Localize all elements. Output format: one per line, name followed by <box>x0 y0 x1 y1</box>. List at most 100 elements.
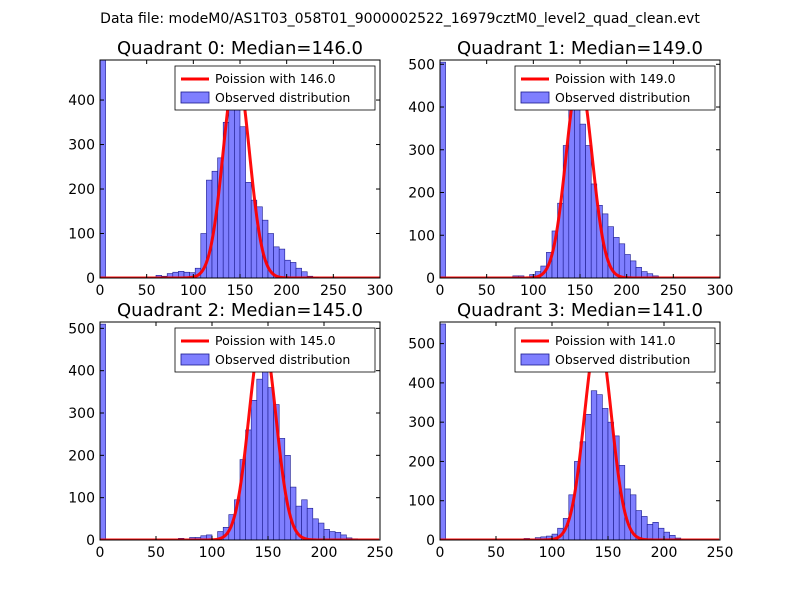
quadrant-1-legend: Poission with 149.0 Observed distribution <box>514 65 716 111</box>
quadrant-2-legend: Poission with 145.0 Observed distribution <box>174 327 376 373</box>
histogram-bar <box>284 259 291 278</box>
legend-hist-label: Observed distribution <box>215 352 350 367</box>
y-tick-label: 400 <box>68 364 95 380</box>
histogram-bar <box>262 366 269 540</box>
y-tick-label: 300 <box>408 415 435 431</box>
y-tick-label: 400 <box>408 100 435 116</box>
histogram-bar <box>440 323 446 540</box>
y-tick-label: 200 <box>408 186 435 202</box>
x-tick-label: 200 <box>613 283 640 299</box>
histogram-bar <box>585 414 592 540</box>
quadrant-3-panel: Quadrant 3: Median=141.0 0 50 100 150 200 250 0… <box>408 300 733 561</box>
y-tick-label: 100 <box>68 227 95 243</box>
histogram-bar <box>652 522 659 540</box>
x-tick-label: 50 <box>147 545 165 561</box>
histogram-bar <box>590 390 598 540</box>
x-tick-label: 0 <box>436 545 445 561</box>
figure-suptitle: Data file: modeM0/AS1T03_058T01_90000025… <box>100 11 700 27</box>
histogram-bar <box>234 99 241 278</box>
x-tick-label: 150 <box>567 283 594 299</box>
legend-poisson-label: Poission with 145.0 <box>215 333 336 348</box>
quadrant-2-panel: Quadrant 2: Median=145.0 0 50 100 150 200 250 0… <box>68 300 393 561</box>
histogram-bar <box>579 123 586 278</box>
x-tick-label: 200 <box>311 545 338 561</box>
legend-poisson-label: Poission with 149.0 <box>555 71 676 86</box>
poisson-curve <box>100 333 380 540</box>
histogram-bar <box>100 60 106 278</box>
histogram-bar <box>318 522 325 540</box>
x-tick-label: 50 <box>478 283 496 299</box>
histogram-bar <box>267 387 274 540</box>
histogram-bar <box>245 182 252 278</box>
y-tick-label: 300 <box>68 406 95 422</box>
histogram-bar <box>596 394 603 540</box>
quadrant-0-title: Quadrant 0: Median=146.0 <box>117 38 363 59</box>
quadrant-3-legend: Poission with 141.0 Observed distribution <box>514 327 716 373</box>
histogram-bar <box>440 61 446 278</box>
histogram-bar <box>312 518 319 540</box>
x-tick-label: 200 <box>651 545 678 561</box>
y-tick-label: 400 <box>68 93 95 109</box>
histogram-bar <box>658 527 665 540</box>
quadrant-0-panel: Quadrant 0: Median=146.0 0 50 100 150 200 250 3… <box>68 38 393 299</box>
quadrant-3-title: Quadrant 3: Median=141.0 <box>457 300 703 321</box>
x-tick-label: 100 <box>199 545 226 561</box>
legend-hist-swatch <box>180 353 210 366</box>
x-tick-label: 150 <box>595 545 622 561</box>
x-tick-label: 250 <box>660 283 687 299</box>
histogram-bar <box>290 262 297 278</box>
x-tick-label: 0 <box>96 545 105 561</box>
histogram-bar <box>301 499 308 540</box>
x-tick-label: 250 <box>320 283 347 299</box>
y-tick-label: 0 <box>86 271 95 287</box>
histogram-bar <box>602 408 609 540</box>
quadrant-1-title: Quadrant 1: Median=149.0 <box>457 38 703 59</box>
x-tick-label: 300 <box>367 283 394 299</box>
histogram-bar <box>646 523 654 540</box>
histogram-bar <box>635 267 642 278</box>
legend-poisson-label: Poission with 146.0 <box>215 71 336 86</box>
quadrant-2-title: Quadrant 2: Median=145.0 <box>117 300 363 321</box>
y-tick-label: 300 <box>68 138 95 154</box>
x-tick-label: 150 <box>227 283 254 299</box>
y-tick-label: 400 <box>408 376 435 392</box>
histogram-bar <box>239 126 246 278</box>
histogram-bar <box>618 243 626 278</box>
x-tick-label: 300 <box>707 283 734 299</box>
x-tick-label: 100 <box>520 283 547 299</box>
histogram-bar <box>278 248 286 278</box>
y-tick-label: 500 <box>408 57 435 73</box>
x-tick-label: 50 <box>138 283 156 299</box>
y-tick-label: 500 <box>68 321 95 337</box>
histogram-bar <box>250 400 258 540</box>
histogram-bar <box>306 507 314 540</box>
histogram-bar <box>630 260 637 278</box>
quadrant-2-axes-frame <box>99 321 381 541</box>
histogram-bar <box>641 516 648 540</box>
x-tick-label: 100 <box>539 545 566 561</box>
y-tick-label: 300 <box>408 143 435 159</box>
x-tick-label: 0 <box>436 283 445 299</box>
histogram-bar <box>340 534 347 540</box>
quadrant-0-legend: Poission with 146.0 Observed distribution <box>174 65 376 111</box>
x-tick-label: 150 <box>255 545 282 561</box>
y-tick-label: 200 <box>68 182 95 198</box>
y-tick-label: 0 <box>86 533 95 549</box>
legend-hist-swatch <box>180 91 210 104</box>
y-tick-label: 100 <box>408 494 435 510</box>
y-tick-label: 200 <box>408 454 435 470</box>
x-tick-label: 50 <box>487 545 505 561</box>
histogram-bar <box>669 534 676 540</box>
histogram-bar <box>624 254 631 278</box>
poisson-curve <box>440 332 720 540</box>
x-tick-label: 100 <box>180 283 207 299</box>
quadrant-2-histogram <box>100 323 358 540</box>
histogram-bar <box>585 145 592 278</box>
histogram-bar <box>256 378 263 540</box>
y-tick-label: 0 <box>426 271 435 287</box>
legend-hist-swatch <box>520 353 550 366</box>
histogram-bar <box>100 323 106 540</box>
x-tick-label: 250 <box>707 545 734 561</box>
histogram-bar <box>574 93 581 278</box>
